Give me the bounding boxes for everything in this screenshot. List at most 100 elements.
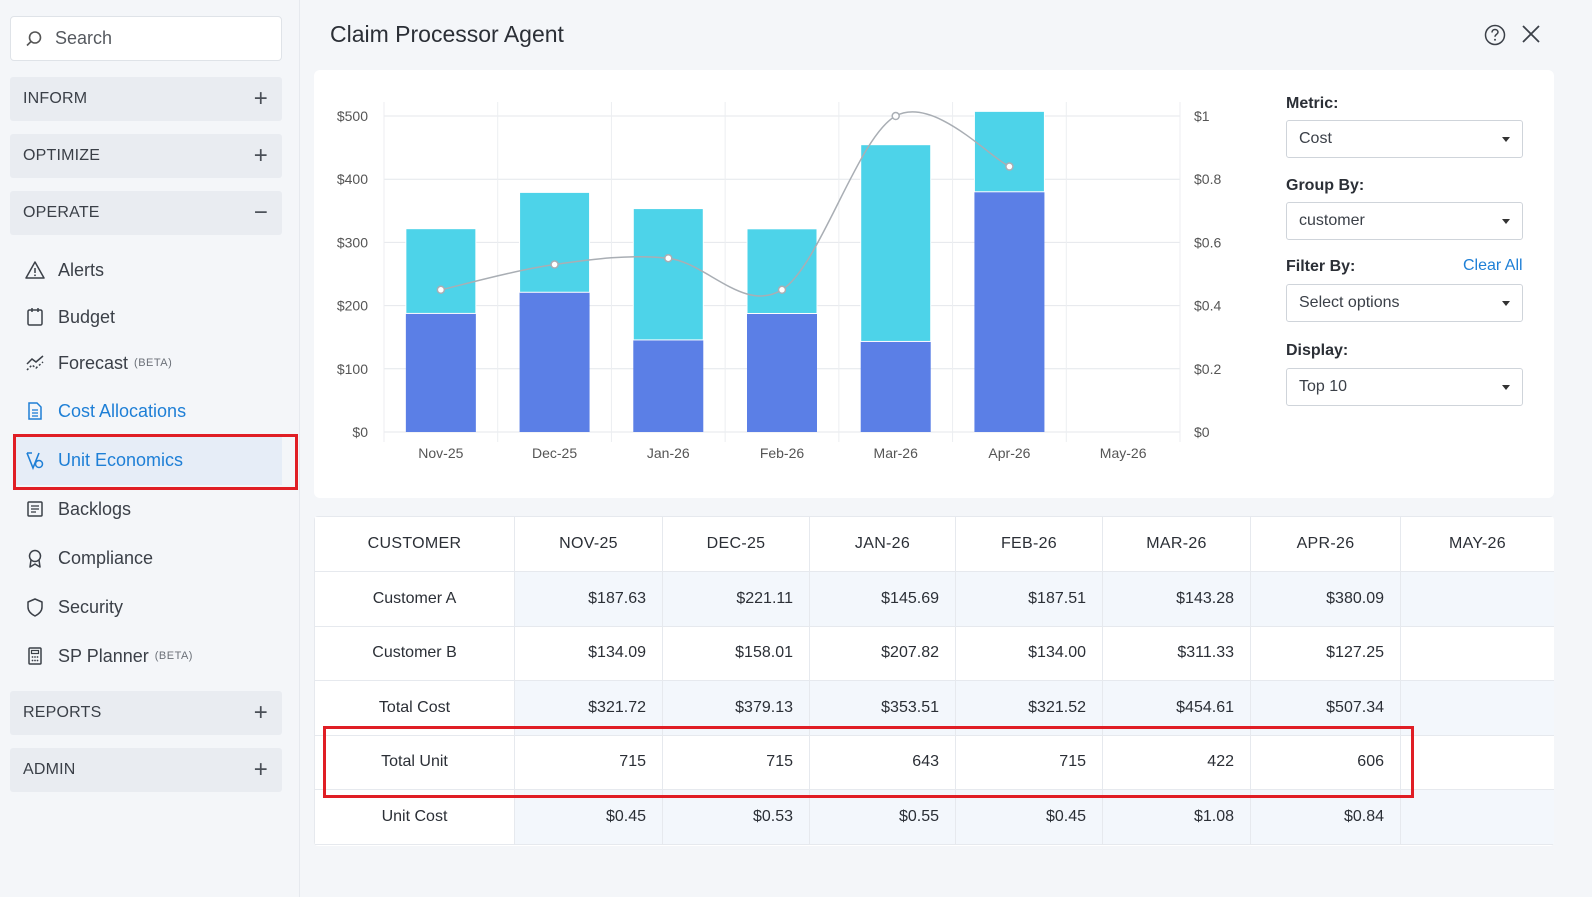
caret-down-icon	[1502, 136, 1510, 142]
sidebar-item-compliance[interactable]: Compliance	[24, 541, 153, 575]
table-cell	[1400, 680, 1554, 736]
group-by-select[interactable]: customer	[1286, 202, 1523, 240]
table-cell: $0.53	[662, 789, 810, 845]
unit-cost-point	[1005, 162, 1014, 171]
y2-tick-label: $0.6	[1194, 234, 1221, 250]
table-cell: 422	[1102, 734, 1251, 790]
filter-by-select[interactable]: Select options	[1286, 284, 1523, 322]
page-title: Claim Processor Agent	[330, 21, 564, 47]
minus-icon: −	[253, 199, 268, 226]
sidebar-item-security[interactable]: Security	[24, 590, 123, 624]
table-cell: $143.28	[1102, 571, 1251, 627]
alert-triangle-icon	[24, 259, 46, 281]
caret-down-icon	[1502, 384, 1510, 390]
beta-badge: (BETA)	[154, 650, 193, 662]
chart-card: $0 $100 $200 $300 $400 $500 $0 $0.2 $0.4 $0.6 $0.8…	[314, 70, 1554, 498]
metric-label: Metric:	[1286, 95, 1339, 112]
caret-down-icon	[1502, 218, 1510, 224]
sidebar-item-unit-economics[interactable]: Unit Economics	[24, 443, 183, 477]
search-input[interactable]	[55, 28, 255, 49]
table-row: Unit Cost $0.45 $0.53 $0.55 $0.45 $1.08 …	[314, 789, 1554, 845]
table-cell: $380.09	[1250, 571, 1401, 627]
sidebar-item-label: Alerts	[58, 259, 105, 280]
sidebar-item-label: Backlogs	[58, 498, 132, 519]
bar-segment	[632, 208, 704, 341]
section-optimize[interactable]: OPTIMIZE +	[10, 134, 282, 178]
sidebar-item-label: Budget	[58, 306, 116, 327]
bar-segment	[860, 341, 931, 432]
section-inform-label: INFORM	[23, 90, 88, 107]
column-header: DEC-25	[662, 516, 810, 572]
column-header: JAN-26	[809, 516, 956, 572]
column-header: APR-26	[1250, 516, 1401, 572]
caret-down-icon	[1502, 300, 1510, 306]
budget-icon	[24, 306, 46, 328]
section-operate[interactable]: OPERATE −	[10, 191, 282, 235]
group-by-label: Group By:	[1286, 177, 1365, 194]
x-tick-label: Feb-26	[760, 445, 805, 461]
table-row: Total Unit 715 715 643 715 422 606	[314, 734, 1554, 790]
x-tick-label: May-26	[1100, 445, 1147, 461]
bar-segment	[860, 144, 932, 342]
metric-select[interactable]: Cost	[1286, 120, 1523, 158]
y-tick-label: $300	[337, 234, 368, 250]
table-cell: 643	[809, 734, 956, 790]
search-icon	[26, 30, 42, 46]
backlogs-icon	[24, 498, 46, 520]
search-box[interactable]	[10, 16, 282, 61]
data-table-card: CUSTOMER NOV-25 DEC-25 JAN-26 FEB-26 MAR…	[314, 516, 1554, 846]
table-cell: $311.33	[1102, 625, 1251, 681]
table-cell: $158.01	[662, 625, 810, 681]
sidebar: INFORM + OPTIMIZE + OPERATE − Alerts Bud…	[0, 0, 300, 897]
clear-all-link[interactable]: Clear All	[1463, 257, 1523, 274]
section-reports[interactable]: REPORTS +	[10, 691, 282, 735]
y2-tick-label: $0	[1194, 424, 1210, 440]
unit-cost-point	[550, 260, 559, 269]
table-cell: $187.63	[514, 571, 663, 627]
calculator-icon	[24, 645, 46, 667]
row-label: Customer A	[314, 571, 515, 627]
section-inform[interactable]: INFORM +	[10, 77, 282, 121]
plus-icon: +	[253, 85, 268, 112]
y-tick-label: $200	[337, 298, 368, 314]
help-icon[interactable]	[1484, 24, 1506, 46]
column-header: FEB-26	[955, 516, 1103, 572]
table-cell	[1400, 734, 1554, 790]
close-icon[interactable]	[1521, 24, 1541, 44]
plus-icon: +	[253, 142, 268, 169]
table-cell: $127.25	[1250, 625, 1401, 681]
table-cell: 715	[514, 734, 663, 790]
highlight-box-total-unit	[323, 726, 1414, 798]
x-tick-label: Apr-26	[988, 445, 1030, 461]
y-tick-label: $500	[337, 108, 368, 124]
group-by-value: customer	[1299, 212, 1365, 229]
sidebar-item-label: Cost Allocations	[58, 400, 187, 421]
sidebar-item-backlogs[interactable]: Backlogs	[24, 492, 131, 526]
filter-by-label: Filter By:	[1286, 258, 1356, 275]
x-tick-label: Mar-26	[874, 445, 919, 461]
y-tick-label: $400	[337, 171, 368, 187]
section-admin[interactable]: ADMIN +	[10, 748, 282, 792]
x-tick-label: Nov-25	[418, 445, 463, 461]
sidebar-item-cost-allocations[interactable]: Cost Allocations	[24, 394, 186, 428]
sidebar-item-budget[interactable]: Budget	[24, 300, 115, 334]
table-cell: $353.51	[809, 680, 956, 736]
filter-by-value: Select options	[1299, 294, 1400, 311]
compliance-ribbon-icon	[24, 547, 46, 569]
bar-segment	[519, 292, 590, 432]
stacked-bar-line-chart: $0 $100 $200 $300 $400 $500 $0 $0.2 $0.4 $0.6 $0.8…	[337, 102, 1221, 461]
highlight-box-unit-economics	[13, 434, 298, 490]
unit-cost-point	[891, 111, 900, 121]
display-label: Display:	[1286, 342, 1349, 359]
table-header-row: CUSTOMER NOV-25 DEC-25 JAN-26 FEB-26 MAR…	[314, 516, 1554, 572]
sidebar-item-sp-planner[interactable]: SP Planner (BETA)	[24, 639, 193, 673]
sidebar-item-label: Forecast	[58, 352, 129, 373]
sidebar-item-forecast[interactable]: Forecast (BETA)	[24, 346, 172, 380]
column-header: MAR-26	[1102, 516, 1251, 572]
sidebar-item-alerts[interactable]: Alerts	[24, 253, 104, 287]
unit-cost-point	[436, 285, 446, 295]
display-select[interactable]: Top 10	[1286, 368, 1523, 406]
unit-cost-point	[777, 285, 787, 295]
bar-segment	[633, 339, 704, 432]
table-cell	[1400, 789, 1554, 845]
